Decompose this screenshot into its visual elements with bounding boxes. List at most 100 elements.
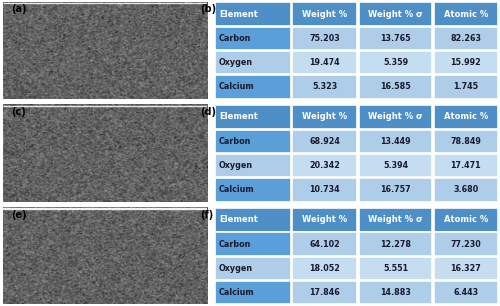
- Text: 16.585: 16.585: [380, 82, 411, 91]
- Text: (e): (e): [10, 210, 26, 220]
- Text: Weight %: Weight %: [302, 113, 348, 121]
- Text: 1.745: 1.745: [453, 82, 478, 91]
- Bar: [359, 257, 432, 280]
- Bar: [434, 2, 498, 26]
- Text: 68.924: 68.924: [310, 137, 340, 146]
- Bar: [292, 154, 357, 177]
- Text: (d): (d): [200, 107, 216, 118]
- Bar: [214, 154, 291, 177]
- Bar: [292, 233, 357, 256]
- Bar: [359, 105, 432, 129]
- Text: Carbon: Carbon: [219, 34, 252, 43]
- Bar: [292, 105, 357, 129]
- Text: 16.757: 16.757: [380, 185, 411, 194]
- Text: 12.278: 12.278: [380, 240, 411, 249]
- Text: Weight % σ: Weight % σ: [368, 113, 423, 121]
- Bar: [434, 178, 498, 202]
- Bar: [359, 51, 432, 74]
- Bar: [434, 257, 498, 280]
- Text: 13.765: 13.765: [380, 34, 411, 43]
- Bar: [214, 75, 291, 99]
- Bar: [292, 208, 357, 232]
- Bar: [359, 208, 432, 232]
- Bar: [359, 27, 432, 50]
- Bar: [434, 105, 498, 129]
- Bar: [214, 178, 291, 202]
- Text: 5.359: 5.359: [383, 58, 408, 67]
- Bar: [292, 178, 357, 202]
- Bar: [214, 129, 291, 153]
- Bar: [214, 257, 291, 280]
- Text: Oxygen: Oxygen: [219, 264, 253, 273]
- Text: Atomic %: Atomic %: [444, 113, 488, 121]
- Bar: [359, 75, 432, 99]
- Text: Oxygen: Oxygen: [219, 58, 253, 67]
- Bar: [292, 257, 357, 280]
- Text: 6.443: 6.443: [453, 288, 478, 297]
- Text: Weight %: Weight %: [302, 215, 348, 224]
- Text: Calcium: Calcium: [219, 82, 254, 91]
- Text: 18.052: 18.052: [310, 264, 340, 273]
- Text: 64.102: 64.102: [310, 240, 340, 249]
- Bar: [214, 281, 291, 304]
- Text: Element: Element: [219, 113, 258, 121]
- Bar: [434, 129, 498, 153]
- Text: 14.883: 14.883: [380, 288, 411, 297]
- Bar: [434, 51, 498, 74]
- Bar: [214, 2, 291, 26]
- Text: Element: Element: [219, 215, 258, 224]
- Text: 78.849: 78.849: [450, 137, 481, 146]
- Bar: [359, 2, 432, 26]
- Text: (a): (a): [10, 5, 26, 14]
- Text: 16.327: 16.327: [450, 264, 481, 273]
- Text: 75.203: 75.203: [310, 34, 340, 43]
- Bar: [292, 51, 357, 74]
- Bar: [292, 129, 357, 153]
- Text: 13.449: 13.449: [380, 137, 411, 146]
- Text: (b): (b): [200, 5, 216, 14]
- Text: Carbon: Carbon: [219, 137, 252, 146]
- Text: 82.263: 82.263: [450, 34, 481, 43]
- Text: 5.551: 5.551: [383, 264, 408, 273]
- Text: 5.394: 5.394: [383, 161, 408, 170]
- Text: 10.734: 10.734: [310, 185, 340, 194]
- Text: Calcium: Calcium: [219, 288, 254, 297]
- Bar: [359, 129, 432, 153]
- Text: Atomic %: Atomic %: [444, 215, 488, 224]
- Text: Weight % σ: Weight % σ: [368, 9, 423, 19]
- Bar: [359, 233, 432, 256]
- Text: Element: Element: [219, 9, 258, 19]
- Text: Weight %: Weight %: [302, 9, 348, 19]
- Bar: [214, 51, 291, 74]
- Text: 17.471: 17.471: [450, 161, 481, 170]
- Text: 3.680: 3.680: [453, 185, 478, 194]
- Text: 15.992: 15.992: [450, 58, 481, 67]
- Bar: [434, 27, 498, 50]
- Text: 19.474: 19.474: [310, 58, 340, 67]
- Text: 20.342: 20.342: [310, 161, 340, 170]
- Bar: [292, 2, 357, 26]
- Bar: [214, 233, 291, 256]
- Bar: [434, 154, 498, 177]
- Text: (c): (c): [10, 107, 26, 118]
- Text: Atomic %: Atomic %: [444, 9, 488, 19]
- Text: 5.323: 5.323: [312, 82, 338, 91]
- Bar: [434, 233, 498, 256]
- Bar: [292, 75, 357, 99]
- Bar: [292, 281, 357, 304]
- Bar: [214, 208, 291, 232]
- Text: (f): (f): [200, 210, 214, 220]
- Bar: [434, 75, 498, 99]
- Text: Calcium: Calcium: [219, 185, 254, 194]
- Bar: [292, 27, 357, 50]
- Text: 77.230: 77.230: [450, 240, 481, 249]
- Text: Carbon: Carbon: [219, 240, 252, 249]
- Bar: [359, 154, 432, 177]
- Text: Oxygen: Oxygen: [219, 161, 253, 170]
- Bar: [434, 281, 498, 304]
- Bar: [214, 27, 291, 50]
- Text: Weight % σ: Weight % σ: [368, 215, 423, 224]
- Bar: [214, 105, 291, 129]
- Text: 17.846: 17.846: [310, 288, 340, 297]
- Bar: [359, 178, 432, 202]
